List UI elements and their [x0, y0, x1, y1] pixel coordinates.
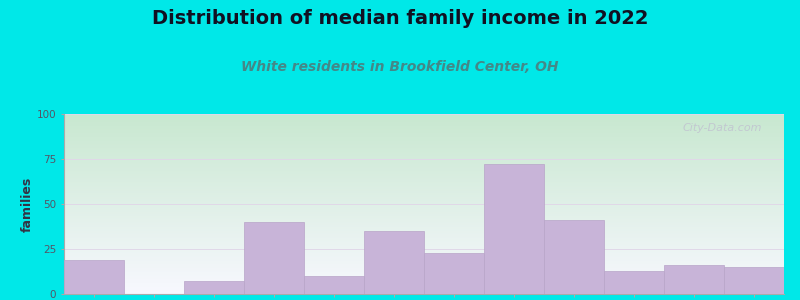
Bar	[304, 276, 364, 294]
Bar	[604, 271, 664, 294]
Bar	[64, 260, 124, 294]
Bar	[664, 265, 724, 294]
Text: Distribution of median family income in 2022: Distribution of median family income in …	[152, 9, 648, 28]
Bar	[424, 253, 484, 294]
Text: White residents in Brookfield Center, OH: White residents in Brookfield Center, OH	[242, 60, 558, 74]
Bar	[364, 231, 424, 294]
Bar	[724, 267, 784, 294]
Text: City-Data.com: City-Data.com	[683, 123, 762, 133]
Bar	[544, 220, 604, 294]
Bar	[244, 222, 304, 294]
Y-axis label: families: families	[21, 176, 34, 232]
Bar	[184, 281, 244, 294]
Bar	[484, 164, 544, 294]
